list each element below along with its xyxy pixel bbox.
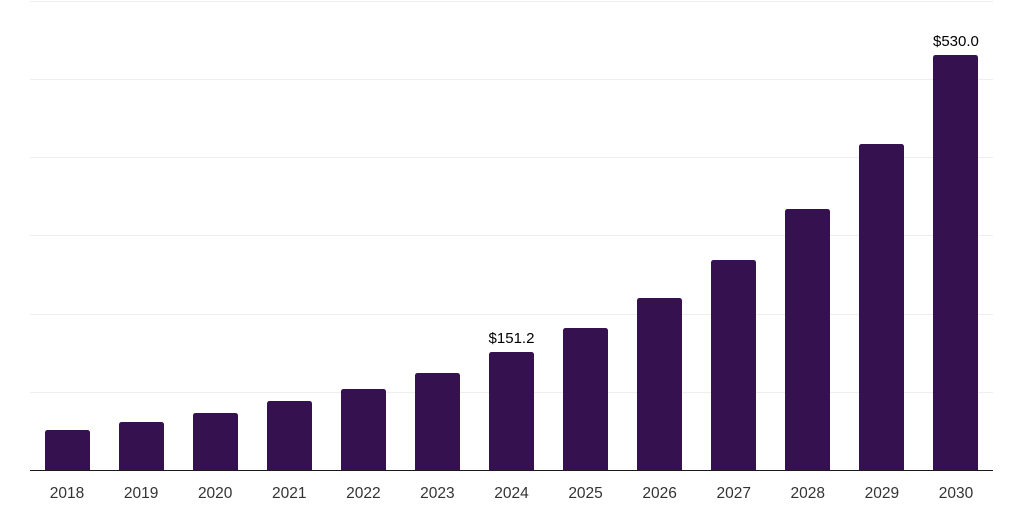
- bar-2027: [711, 259, 757, 470]
- x-axis-label-2023: 2023: [420, 485, 455, 502]
- bar-2020: [192, 412, 238, 470]
- gridline-200: [30, 313, 993, 315]
- bar-2019: [118, 422, 164, 470]
- value-label-2024: $151.2: [488, 329, 535, 347]
- x-axis-line: [30, 469, 993, 471]
- bar-2018: [44, 430, 90, 470]
- x-axis-label-2025: 2025: [568, 485, 603, 502]
- x-axis-label-2026: 2026: [642, 485, 677, 502]
- bar-2030: [933, 55, 979, 470]
- bar-2029: [859, 144, 905, 470]
- x-axis-label-2029: 2029: [864, 485, 900, 502]
- x-axis-label-2018: 2018: [49, 485, 85, 502]
- x-axis-label-2024: 2024: [494, 485, 529, 502]
- bar-2028: [785, 209, 831, 470]
- value-label-2030: $530.0: [933, 33, 979, 51]
- bar-2023: [414, 372, 460, 470]
- x-axis-label-2019: 2019: [123, 485, 159, 502]
- bar-2024: [489, 351, 534, 470]
- x-axis-label-2021: 2021: [272, 485, 307, 502]
- x-axis-label-2027: 2027: [716, 485, 751, 502]
- x-axis-label-2028: 2028: [790, 485, 826, 502]
- bar-2025: [563, 327, 609, 470]
- x-axis-label-2030: 2030: [938, 485, 974, 502]
- bar-2026: [637, 298, 683, 470]
- x-axis-label-2020: 2020: [197, 485, 233, 502]
- gridline-600: [30, 0, 993, 2]
- bar-2022: [340, 388, 386, 470]
- gridline-500: [30, 78, 993, 80]
- gridline-400: [30, 157, 993, 159]
- x-axis-label-2022: 2022: [346, 485, 381, 502]
- bar-2021: [266, 401, 312, 470]
- gridline-300: [30, 235, 993, 237]
